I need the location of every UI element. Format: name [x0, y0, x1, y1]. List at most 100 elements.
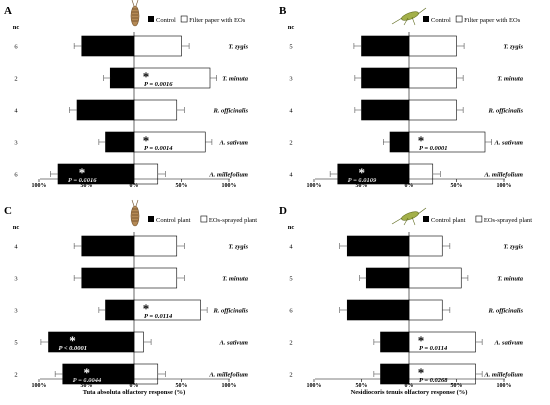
x-tick-label: 50% [356, 383, 368, 389]
bar-control [365, 267, 410, 289]
bug-leg [403, 17, 409, 26]
significance-star: * [143, 133, 150, 148]
bug-leg [403, 217, 409, 226]
x-tick-label: 100% [32, 183, 47, 189]
legend: Control Filter paper with EOs [148, 15, 246, 24]
bar-control [361, 35, 410, 57]
moth-antenna [131, 199, 135, 207]
x-tick-label: 100% [497, 183, 512, 189]
bug-body [401, 211, 419, 221]
nc-value: 2 [289, 340, 292, 347]
significance-star: * [79, 165, 86, 180]
bar-row: 2 T. minuta *P = 0.0016 [14, 67, 249, 89]
nc-value: 3 [289, 76, 292, 83]
x-tick-label: 100% [222, 183, 237, 189]
x-tick-label: 50% [176, 383, 188, 389]
legend-label-treatment: EOs-sprayed plant [209, 217, 257, 224]
bar-treatment [133, 267, 178, 289]
x-tick-label: 0% [130, 383, 139, 389]
category-label: T. minuta [497, 76, 524, 83]
bug-antenna [417, 7, 427, 15]
bar-row: 6 R. officinalis [289, 299, 523, 321]
bar-control [105, 131, 135, 153]
legend-label-treatment: EOs-sprayed plant [484, 217, 532, 224]
category-label: R. officinalis [212, 108, 248, 115]
category-label: R. officinalis [212, 308, 248, 315]
p-value-label: P = 0.0044 [73, 377, 102, 384]
bar-row: 2 A. sativum *P = 0.0114 [289, 331, 523, 353]
bug-body [401, 11, 419, 21]
bar-treatment [408, 35, 457, 57]
moth-antenna [135, 199, 139, 207]
x-tick-label: 0% [405, 383, 414, 389]
legend-swatch-control [148, 16, 154, 22]
p-value-label: P = 0.0014 [144, 145, 173, 152]
x-axis: 100% 50% 0% 50% 100% [32, 32, 237, 189]
bar-row: 3 A. sativum *P = 0.0014 [14, 131, 248, 153]
bar-control [346, 299, 410, 321]
nc-header: nc [13, 224, 20, 231]
panel-a: A Control Filter paper with EOs nc 6 T. zygis… [4, 0, 249, 189]
bar-row: 2 A. sativum *P = 0.0001 [289, 131, 523, 153]
nc-value: 4 [289, 244, 293, 251]
legend-label-control: Control plant [156, 217, 191, 224]
legend: Control Filter paper with EOs [423, 15, 521, 24]
bar-treatment [133, 331, 144, 353]
bug-antenna [391, 217, 403, 225]
category-label: T. zygis [228, 244, 248, 251]
bar-control [81, 235, 135, 257]
category-label: A. millefolium [208, 172, 248, 179]
x-tick-label: 0% [405, 183, 414, 189]
nc-value: 3 [14, 308, 17, 315]
category-label: R. officinalis [487, 308, 523, 315]
p-value-label: P = 0.0114 [419, 345, 448, 352]
x-tick-label: 50% [176, 183, 188, 189]
bar-control [105, 299, 135, 321]
x-tick-label: 100% [497, 383, 512, 389]
bar-row: 5 T. minuta [289, 267, 524, 289]
legend: Control plant EOs-sprayed plant [423, 215, 532, 224]
bug-leg [411, 16, 416, 26]
category-label: T. zygis [503, 244, 523, 251]
bar-control [76, 99, 135, 121]
bar-row: 2 A. millefolium *P = 0.0268 [289, 363, 523, 385]
panel-label: D [279, 205, 287, 217]
bar-control [346, 235, 410, 257]
nc-value: 6 [14, 172, 18, 179]
legend-swatch-control [423, 16, 429, 22]
nc-value: 5 [14, 340, 17, 347]
x-axis-title: Nesidiocoris tenuis olfactory response (… [351, 389, 468, 396]
category-label: A. millefolium [483, 172, 523, 179]
panel-label: A [4, 5, 12, 17]
x-tick-label: 100% [32, 383, 47, 389]
significance-star: * [143, 69, 150, 84]
nc-header: nc [288, 24, 295, 31]
category-label: T. zygis [228, 44, 248, 51]
legend-swatch-treatment [475, 215, 483, 223]
legend: Control plant EOs-sprayed plant [148, 215, 257, 224]
moth-antenna [135, 0, 139, 7]
nc-value: 3 [14, 276, 17, 283]
significance-star: * [418, 133, 425, 148]
bar-control [380, 363, 410, 385]
legend-label-control: Control [156, 17, 176, 24]
nc-value: 5 [289, 44, 292, 51]
bar-treatment [133, 235, 178, 257]
nc-value: 4 [14, 244, 18, 251]
panel-label: B [279, 5, 287, 17]
bar-treatment [133, 35, 182, 57]
p-value-label: P = 0.0016 [68, 177, 97, 184]
bar-treatment [408, 163, 434, 185]
bar-control [361, 67, 410, 89]
bar-treatment [133, 163, 159, 185]
x-tick-label: 50% [81, 183, 93, 189]
p-value-label: P = 0.0109 [348, 177, 377, 184]
x-tick-label: 50% [451, 183, 463, 189]
bar-row: 3 T. minuta [14, 267, 249, 289]
x-tick-label: 50% [81, 383, 93, 389]
category-label: R. officinalis [487, 108, 523, 115]
legend-swatch-treatment [180, 15, 188, 23]
bar-treatment [408, 299, 443, 321]
bug-antenna [391, 17, 403, 25]
p-value-label: P = 0.0268 [419, 377, 448, 384]
